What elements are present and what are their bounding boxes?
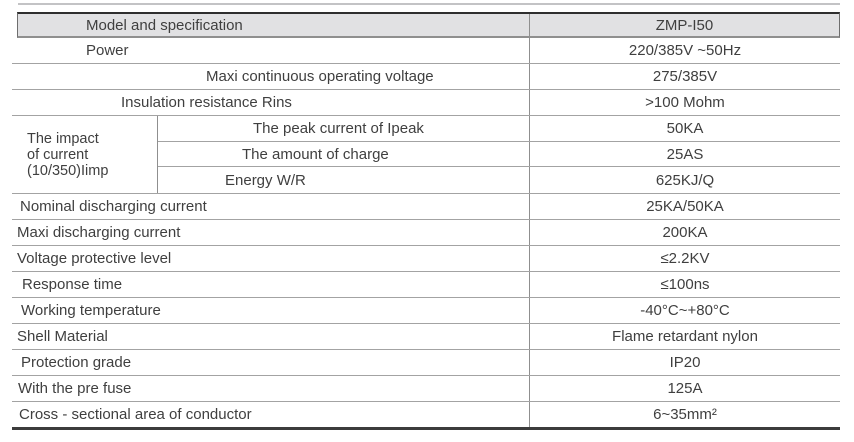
impact-label-line: The impact <box>27 130 99 147</box>
label-cell: Cross - sectional area of conductor <box>12 402 530 427</box>
label-cell: Power <box>12 38 530 63</box>
label-cell: Shell Material <box>12 324 530 349</box>
value-cell: ≤2.2KV <box>660 250 710 267</box>
label-cell: Response time <box>12 272 530 297</box>
spec-table: Model and specification ZMP-I50 Power 22… <box>12 12 840 430</box>
row-energy-wr: Energy W/R 625KJ/Q <box>158 167 840 193</box>
value-cell: 25AS <box>666 145 704 163</box>
label-cell: Nominal discharging current <box>12 194 530 219</box>
header-value-cell: ZMP-I50 <box>655 16 714 34</box>
row-power: Power 220/385V ~50Hz <box>12 38 840 64</box>
table-header-row: Model and specification ZMP-I50 <box>17 12 840 38</box>
value-cell: Flame retardant nylon <box>612 328 758 345</box>
impact-subrows: The peak current of Ipeak 50KA The amoun… <box>158 116 840 193</box>
row-response-time: Response time ≤100ns <box>12 272 840 298</box>
label-cell: Maxi discharging current <box>12 220 530 245</box>
value-cell: 6~35mm² <box>653 406 717 423</box>
label-cell: The amount of charge <box>158 141 530 167</box>
row-protection-grade: Protection grade IP20 <box>12 350 840 376</box>
label-cell: Protection grade <box>12 350 530 375</box>
row-working-temperature: Working temperature -40°C~+80°C <box>12 298 840 324</box>
row-voltage-protective-level: Voltage protective level ≤2.2KV <box>12 246 840 272</box>
label-cell: With the pre fuse <box>12 376 530 401</box>
value-cell: 220/385V ~50Hz <box>628 42 742 59</box>
row-max-continuous-voltage: Maxi continuous operating voltage 275/38… <box>12 64 840 90</box>
value-cell: >100 Mohm <box>645 94 725 111</box>
value-cell: 25KA/50KA <box>646 198 724 215</box>
label-cell: The peak current of Ipeak <box>158 116 530 141</box>
label-cell: Maxi continuous operating voltage <box>12 64 530 89</box>
label-cell: Insulation resistance Rins <box>12 90 530 115</box>
row-max-discharging-current: Maxi discharging current 200KA <box>12 220 840 246</box>
row-peak-current: The peak current of Ipeak 50KA <box>158 116 840 142</box>
header-label-cell: Model and specification <box>18 14 530 36</box>
value-cell: -40°C~+80°C <box>640 302 730 319</box>
value-cell: 275/385V <box>652 68 718 85</box>
value-cell: IP20 <box>669 354 701 371</box>
label-cell: Voltage protective level <box>12 246 530 271</box>
row-shell-material: Shell Material Flame retardant nylon <box>12 324 840 350</box>
value-cell: ≤100ns <box>660 276 710 293</box>
impact-current-group: The impact of current (10/350)Iimp The p… <box>12 116 840 194</box>
row-nominal-discharging-current: Nominal discharging current 25KA/50KA <box>12 194 840 220</box>
value-cell: 50KA <box>666 119 704 137</box>
impact-label-line: of current <box>27 146 89 163</box>
row-pre-fuse: With the pre fuse 125A <box>12 376 840 402</box>
value-cell: 125A <box>667 380 703 397</box>
impact-label-line: (10/350)Iimp <box>27 162 109 179</box>
row-insulation-resistance: Insulation resistance Rins >100 Mohm <box>12 90 840 116</box>
row-amount-of-charge: The amount of charge 25AS <box>158 141 840 168</box>
impact-current-span-cell: The impact of current (10/350)Iimp <box>12 116 158 193</box>
value-cell: 200KA <box>662 224 708 241</box>
label-cell: Energy W/R <box>158 167 530 193</box>
label-cell: Working temperature <box>12 298 530 323</box>
row-conductor-cross-section: Cross - sectional area of conductor 6~35… <box>12 402 840 430</box>
value-cell: 625KJ/Q <box>655 171 715 189</box>
top-divider-rule <box>18 3 840 5</box>
